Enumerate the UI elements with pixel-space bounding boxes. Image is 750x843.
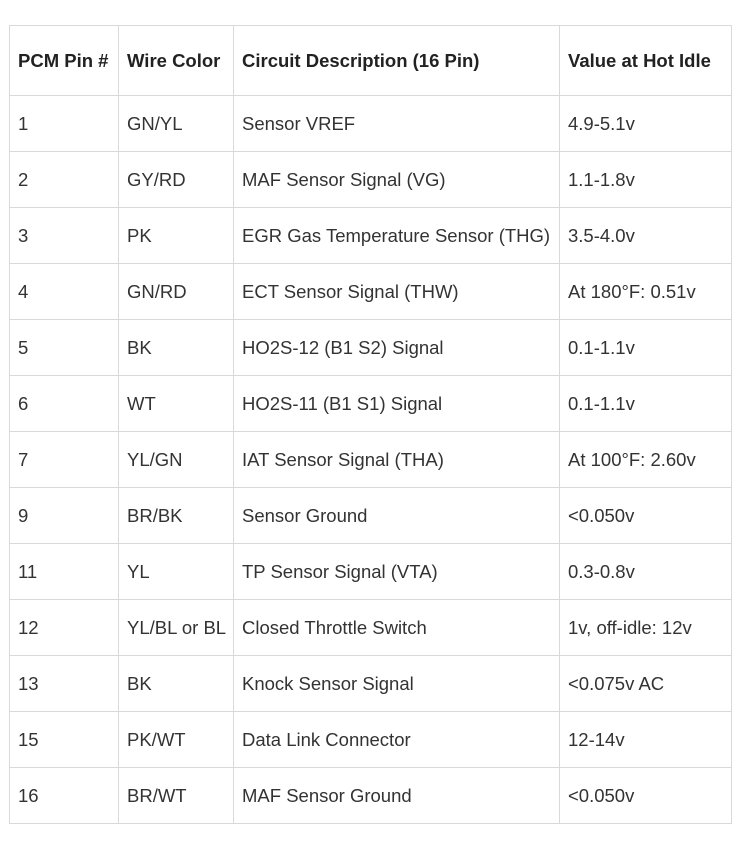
cell-pcm-pin: 4 [9,263,119,320]
cell-circuit-description: Closed Throttle Switch [233,599,560,656]
cell-value-at-hot-idle: 3.5-4.0v [559,207,732,264]
table-row: 5 BK HO2S-12 (B1 S2) Signal 0.1-1.1v [9,319,732,376]
table-row: 2 GY/RD MAF Sensor Signal (VG) 1.1-1.8v [9,151,732,208]
pcm-pinout-table: PCM Pin # Wire Color Circuit Description… [9,25,732,824]
cell-pcm-pin: 15 [9,711,119,768]
header-circuit-description: Circuit Description (16 Pin) [233,25,560,96]
table-row: 12 YL/BL or BL Closed Throttle Switch 1v, o… [9,599,732,656]
cell-wire-color: WT [118,375,234,432]
cell-value-at-hot-idle: 12-14v [559,711,732,768]
cell-circuit-description: EGR Gas Temperature Sensor (THG) [233,207,560,264]
table-row: 13 BK Knock Sensor Signal <0.075v AC [9,655,732,712]
cell-pcm-pin: 5 [9,319,119,376]
cell-wire-color: BR/WT [118,767,234,824]
cell-circuit-description: Data Link Connector [233,711,560,768]
cell-circuit-description: Knock Sensor Signal [233,655,560,712]
cell-circuit-description: HO2S-11 (B1 S1) Signal [233,375,560,432]
table-header-row: PCM Pin # Wire Color Circuit Description… [9,25,732,96]
cell-wire-color: PK [118,207,234,264]
pcm-pinout-table-container: PCM Pin # Wire Color Circuit Description… [9,25,732,824]
cell-value-at-hot-idle: 0.3-0.8v [559,543,732,600]
cell-wire-color: PK/WT [118,711,234,768]
cell-pcm-pin: 9 [9,487,119,544]
cell-wire-color: YL/BL or BL [118,599,234,656]
cell-value-at-hot-idle: 0.1-1.1v [559,319,732,376]
table-row: 7 YL/GN IAT Sensor Signal (THA) At 100°F: 2… [9,431,732,488]
table-row: 4 GN/RD ECT Sensor Signal (THW) At 180°F: 0… [9,263,732,320]
cell-circuit-description: ECT Sensor Signal (THW) [233,263,560,320]
cell-circuit-description: MAF Sensor Ground [233,767,560,824]
header-pcm-pin: PCM Pin # [9,25,119,96]
cell-circuit-description: IAT Sensor Signal (THA) [233,431,560,488]
cell-value-at-hot-idle: <0.050v [559,767,732,824]
cell-wire-color: YL [118,543,234,600]
cell-pcm-pin: 7 [9,431,119,488]
cell-pcm-pin: 3 [9,207,119,264]
cell-wire-color: BK [118,655,234,712]
cell-wire-color: GN/RD [118,263,234,320]
table-row: 6 WT HO2S-11 (B1 S1) Signal 0.1-1.1v [9,375,732,432]
table-row: 15 PK/WT Data Link Connector 12-14v [9,711,732,768]
cell-circuit-description: TP Sensor Signal (VTA) [233,543,560,600]
cell-pcm-pin: 6 [9,375,119,432]
cell-value-at-hot-idle: 1.1-1.8v [559,151,732,208]
cell-wire-color: BR/BK [118,487,234,544]
cell-wire-color: GN/YL [118,95,234,152]
cell-pcm-pin: 16 [9,767,119,824]
cell-pcm-pin: 2 [9,151,119,208]
cell-value-at-hot-idle: 0.1-1.1v [559,375,732,432]
table-row: 3 PK EGR Gas Temperature Sensor (THG) 3.5-4… [9,207,732,264]
cell-value-at-hot-idle: 4.9-5.1v [559,95,732,152]
cell-pcm-pin: 13 [9,655,119,712]
cell-circuit-description: Sensor Ground [233,487,560,544]
cell-wire-color: YL/GN [118,431,234,488]
table-row: 16 BR/WT MAF Sensor Ground <0.050v [9,767,732,824]
cell-wire-color: GY/RD [118,151,234,208]
cell-wire-color: BK [118,319,234,376]
table-row: 1 GN/YL Sensor VREF 4.9-5.1v [9,95,732,152]
header-wire-color: Wire Color [118,25,234,96]
cell-value-at-hot-idle: At 180°F: 0.51v [559,263,732,320]
cell-value-at-hot-idle: <0.075v AC [559,655,732,712]
cell-value-at-hot-idle: At 100°F: 2.60v [559,431,732,488]
cell-value-at-hot-idle: <0.050v [559,487,732,544]
table-row: 9 BR/BK Sensor Ground <0.050v [9,487,732,544]
table-row: 11 YL TP Sensor Signal (VTA) 0.3-0.8v [9,543,732,600]
cell-pcm-pin: 12 [9,599,119,656]
cell-circuit-description: MAF Sensor Signal (VG) [233,151,560,208]
table-body: 1 GN/YL Sensor VREF 4.9-5.1v 2 GY/RD MAF Senso… [9,95,732,824]
cell-value-at-hot-idle: 1v, off-idle: 12v [559,599,732,656]
cell-pcm-pin: 1 [9,95,119,152]
cell-pcm-pin: 11 [9,543,119,600]
header-value-at-hot-idle: Value at Hot Idle [559,25,732,96]
cell-circuit-description: HO2S-12 (B1 S2) Signal [233,319,560,376]
cell-circuit-description: Sensor VREF [233,95,560,152]
